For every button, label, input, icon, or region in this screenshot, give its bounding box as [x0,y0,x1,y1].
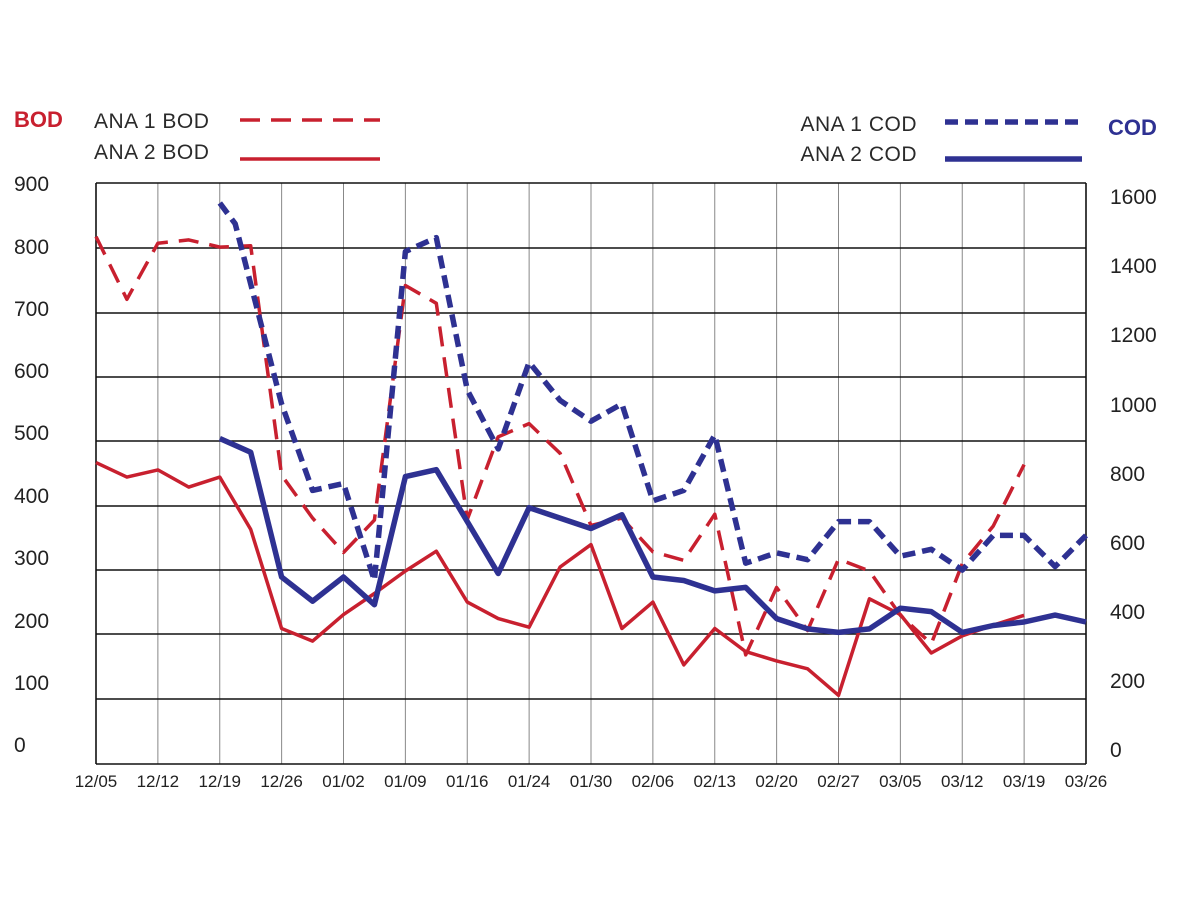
x-axis-tick-label: 03/05 [879,772,922,791]
x-axis-tick-label: 12/05 [75,772,118,791]
left-axis-tick-label: 300 [14,547,49,570]
legend-label: ANA 2 BOD [94,141,209,164]
right-axis-tick-label: 1200 [1110,324,1157,347]
x-axis-tick-label: 01/02 [322,772,365,791]
x-axis-tick-label: 02/27 [817,772,860,791]
x-axis-tick-label: 12/19 [198,772,241,791]
axes: 0 100 200 300 400 500 600 700 800 900 0 200 400 600 80… [14,107,1157,791]
right-axis-tick-label: 400 [1110,601,1145,624]
legend-label: ANA 1 BOD [94,110,209,133]
right-axis-tick-label: 1600 [1110,186,1157,209]
left-axis-tick-label: 800 [14,236,49,259]
x-axis-tick-label: 03/19 [1003,772,1046,791]
series-line-ana-2-bod [96,463,1024,696]
x-axis-tick-label: 01/16 [446,772,489,791]
right-axis-tick-label: 200 [1110,670,1145,693]
x-axis-tick-label: 02/20 [755,772,798,791]
grid [96,183,1086,764]
left-axis-tick-label: 200 [14,610,49,633]
x-axis-tick-label: 03/26 [1065,772,1108,791]
right-axis-title: COD [1108,115,1157,140]
x-axis-tick-label: 02/13 [693,772,736,791]
left-axis-title: BOD [14,107,63,132]
left-axis-tick-label: 500 [14,422,49,445]
left-axis-tick-label: 600 [14,360,49,383]
x-axis-tick-label: 12/26 [260,772,303,791]
left-axis-tick-label: 400 [14,485,49,508]
x-axis-tick-label: 01/24 [508,772,551,791]
x-axis-tick-label: 01/30 [570,772,613,791]
x-axis-tick-label: 01/09 [384,772,427,791]
right-axis-tick-label: 0 [1110,739,1122,762]
x-axis-tick-label: 12/12 [137,772,180,791]
x-axis-tick-label: 02/06 [632,772,675,791]
legend-label: ANA 2 COD [800,143,917,166]
right-axis-tick-label: 1000 [1110,394,1157,417]
legend: ANA 1 BOD ANA 2 BOD ANA 1 COD ANA 2 COD [94,110,1082,166]
right-axis-tick-label: 1400 [1110,255,1157,278]
right-axis-tick-label: 600 [1110,532,1145,555]
right-axis-tick-label: 800 [1110,463,1145,486]
left-axis-tick-label: 100 [14,672,49,695]
left-axis-tick-label: 700 [14,298,49,321]
left-axis-tick-label: 900 [14,173,49,196]
left-axis-tick-label: 0 [14,734,26,757]
legend-label: ANA 1 COD [800,113,917,136]
x-axis-tick-label: 03/12 [941,772,984,791]
